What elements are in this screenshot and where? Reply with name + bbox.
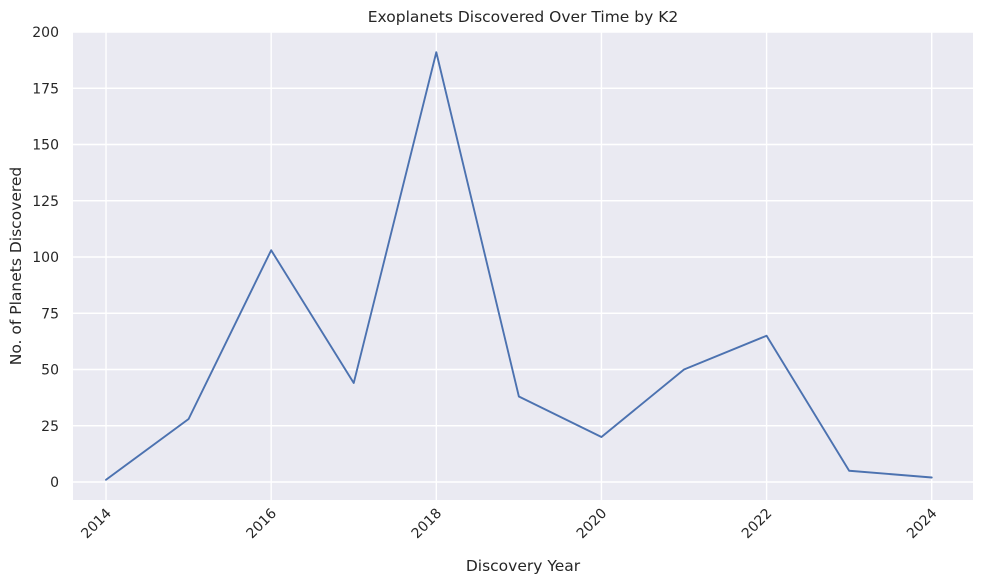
y-tick-label: 100 bbox=[32, 250, 59, 266]
y-tick-label: 175 bbox=[32, 81, 59, 97]
x-tick-label: 2022 bbox=[739, 506, 776, 543]
x-tick-label: 2024 bbox=[904, 505, 941, 542]
grid-lines bbox=[73, 31, 973, 500]
x-tick-label: 2020 bbox=[574, 506, 611, 543]
y-tick-label: 125 bbox=[32, 194, 59, 210]
y-tick-label: 75 bbox=[41, 306, 59, 322]
y-axis-title: No. of Planets Discovered bbox=[7, 167, 25, 366]
x-axis-title: Discovery Year bbox=[466, 557, 581, 575]
y-tick-label: 150 bbox=[32, 138, 59, 154]
y-tick-label: 50 bbox=[41, 363, 59, 379]
y-axis-ticks: 0 25 50 75 100 125 150 175 200 bbox=[32, 25, 59, 491]
series-layer bbox=[105, 51, 933, 481]
plot-area bbox=[73, 32, 973, 500]
x-tick-label: 2014 bbox=[78, 505, 115, 542]
y-tick-label: 0 bbox=[50, 475, 59, 491]
x-tick-label: 2018 bbox=[409, 506, 446, 543]
x-tick-label: 2016 bbox=[243, 505, 280, 542]
x-axis-ticks: 2014 2016 2018 2020 2022 2024 bbox=[78, 505, 940, 542]
chart-title: Exoplanets Discovered Over Time by K2 bbox=[368, 8, 678, 26]
y-tick-label: 25 bbox=[41, 419, 59, 435]
y-tick-label: 200 bbox=[32, 25, 59, 41]
